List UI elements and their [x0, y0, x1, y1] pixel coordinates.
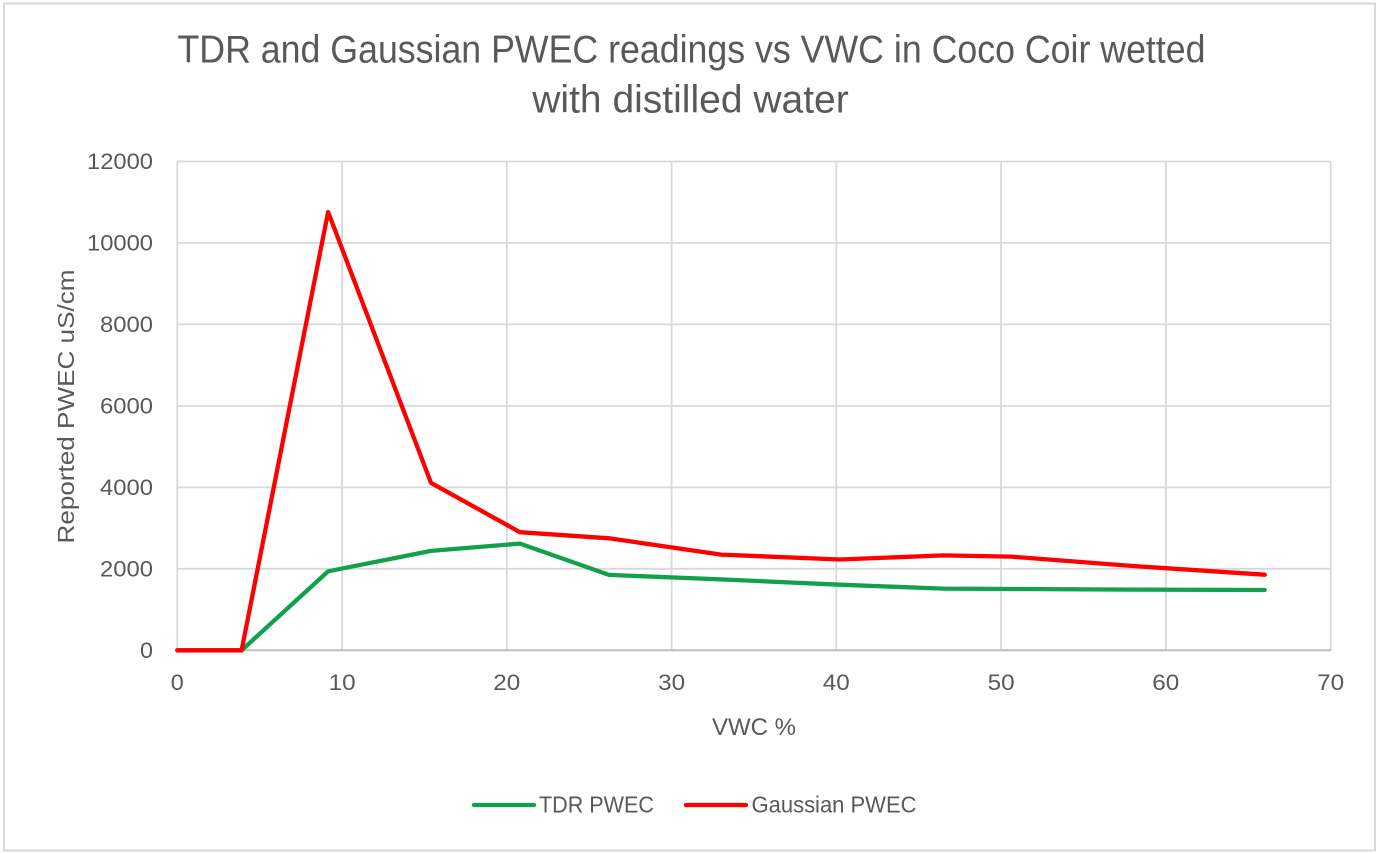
svg-text:Gaussian PWEC: Gaussian PWEC: [752, 792, 917, 818]
svg-text:50: 50: [988, 670, 1015, 695]
svg-text:6000: 6000: [100, 394, 153, 419]
svg-text:2000: 2000: [100, 556, 153, 581]
svg-text:70: 70: [1317, 670, 1344, 695]
svg-text:0: 0: [140, 638, 153, 663]
svg-text:60: 60: [1152, 670, 1179, 695]
svg-text:30: 30: [658, 670, 685, 695]
svg-text:8000: 8000: [100, 312, 153, 337]
svg-text:VWC %: VWC %: [712, 714, 796, 741]
svg-text:0: 0: [171, 670, 184, 695]
svg-text:Reported PWEC uS/cm: Reported PWEC uS/cm: [53, 270, 79, 544]
svg-text:TDR and Gaussian PWEC readings: TDR and Gaussian PWEC readings vs VWC in…: [178, 29, 1206, 72]
svg-text:40: 40: [823, 670, 850, 695]
svg-text:20: 20: [493, 670, 520, 695]
svg-text:with distilled water: with distilled water: [531, 78, 848, 121]
svg-text:4000: 4000: [100, 475, 153, 500]
svg-text:10000: 10000: [87, 231, 153, 256]
svg-text:12000: 12000: [87, 149, 153, 174]
svg-text:TDR PWEC: TDR PWEC: [539, 792, 654, 818]
svg-text:10: 10: [329, 670, 356, 695]
